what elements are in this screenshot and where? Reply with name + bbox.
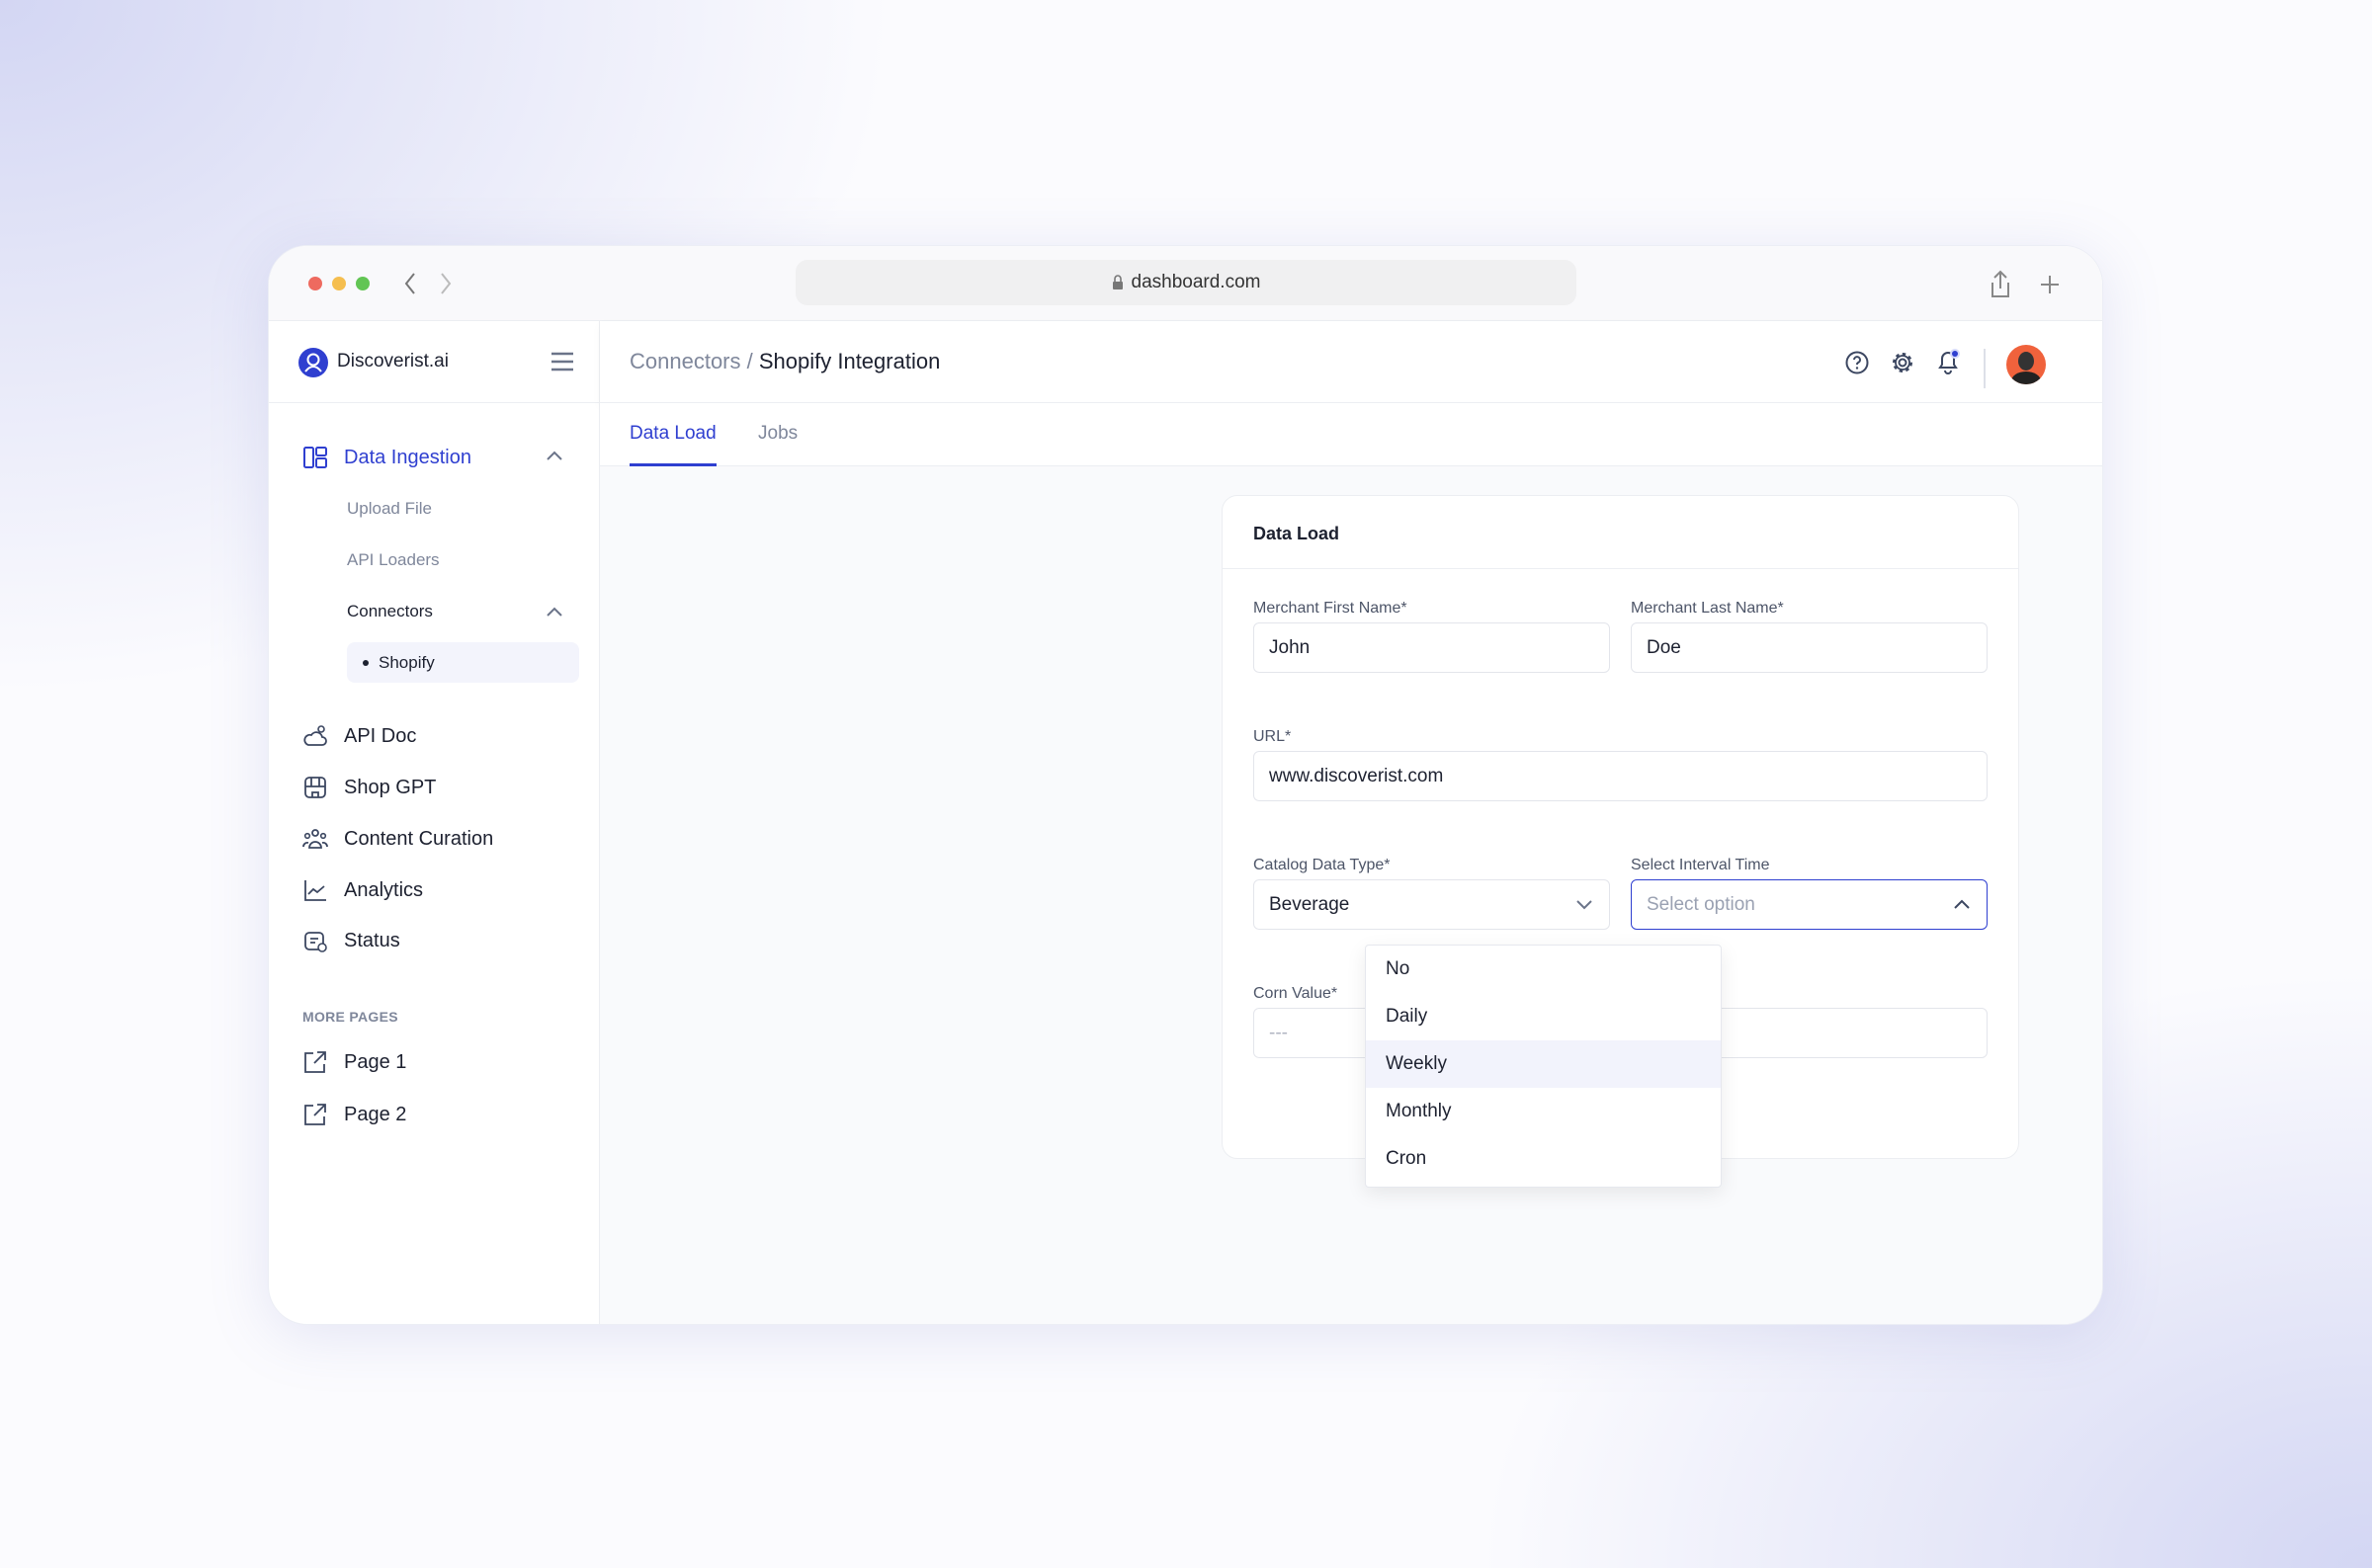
last-name-field[interactable]: Doe bbox=[1631, 622, 1988, 673]
first-name-field[interactable]: John bbox=[1253, 622, 1610, 673]
cloud-gear-icon bbox=[303, 725, 327, 746]
back-icon[interactable] bbox=[403, 272, 417, 295]
sidebar-item-label: API Doc bbox=[344, 724, 417, 747]
catalog-value: Beverage bbox=[1269, 893, 1350, 915]
url-text: dashboard.com bbox=[1131, 272, 1261, 292]
maximize-window-button[interactable] bbox=[356, 277, 370, 290]
sidebar-item-label: Shopify bbox=[379, 652, 435, 672]
sidebar: Discoverist.ai Data Ingestion Upload Fil… bbox=[269, 321, 600, 1324]
tab-data-load[interactable]: Data Load bbox=[630, 423, 717, 466]
option-weekly[interactable]: Weekly bbox=[1366, 1040, 1721, 1088]
option-cron[interactable]: Cron bbox=[1386, 1148, 1427, 1169]
sidebar-subitem-api-loaders[interactable]: API Loaders bbox=[347, 550, 440, 569]
chevron-up-icon bbox=[1954, 899, 1970, 909]
browser-titlebar: dashboard.com bbox=[269, 246, 2102, 321]
browser-window: dashboard.com Discoverist.ai Data Ingest… bbox=[268, 245, 2103, 1325]
share-icon[interactable] bbox=[1989, 270, 2012, 299]
sidebar-item-label: Analytics bbox=[344, 878, 424, 901]
sidebar-item-api-doc[interactable]: API Doc bbox=[269, 716, 600, 756]
option-daily[interactable]: Daily bbox=[1386, 1006, 1428, 1027]
option-no[interactable]: No bbox=[1386, 958, 1410, 979]
more-pages-heading: MORE PAGES bbox=[302, 1009, 398, 1025]
interval-select[interactable]: Select option bbox=[1631, 879, 1988, 930]
help-icon[interactable] bbox=[1844, 350, 1870, 375]
interval-placeholder: Select option bbox=[1647, 893, 1755, 915]
data-load-card: Data Load Merchant First Name* John Merc… bbox=[1222, 495, 2019, 1159]
new-tab-icon[interactable] bbox=[2039, 274, 2061, 295]
divider bbox=[1223, 568, 2018, 569]
sidebar-item-shop-gpt[interactable]: Shop GPT bbox=[269, 768, 600, 807]
sidebar-item-data-ingestion[interactable]: Data Ingestion bbox=[269, 438, 600, 477]
breadcrumb-parent[interactable]: Connectors / bbox=[630, 349, 753, 373]
sidebar-item-page-1[interactable]: Page 1 bbox=[269, 1042, 600, 1082]
tab-bar: Data Load Jobs bbox=[600, 403, 2102, 466]
close-window-button[interactable] bbox=[308, 277, 322, 290]
chevron-down-icon bbox=[1576, 900, 1592, 910]
chevron-up-icon[interactable] bbox=[546, 606, 563, 618]
first-name-label: Merchant First Name* bbox=[1253, 600, 1407, 617]
forward-icon[interactable] bbox=[439, 272, 453, 295]
logo-icon bbox=[298, 348, 328, 377]
top-header: Connectors / Shopify Integration bbox=[600, 321, 2102, 403]
sidebar-item-analytics[interactable]: Analytics bbox=[269, 870, 600, 910]
address-bar[interactable]: dashboard.com bbox=[796, 260, 1576, 305]
status-icon bbox=[304, 932, 327, 952]
avatar[interactable] bbox=[2006, 345, 2046, 384]
interval-dropdown-menu: No Daily Weekly Monthly Cron bbox=[1365, 945, 1722, 1188]
url-field[interactable]: www.discoverist.com bbox=[1253, 751, 1988, 801]
interval-label: Select Interval Time bbox=[1631, 857, 1770, 873]
option-monthly[interactable]: Monthly bbox=[1386, 1101, 1452, 1121]
external-link-icon bbox=[304, 1051, 326, 1073]
store-icon bbox=[304, 777, 326, 798]
bullet-icon bbox=[363, 659, 369, 666]
lock-icon bbox=[1112, 275, 1123, 289]
main-content: Data Load Jobs Data Load Merchant First … bbox=[600, 403, 2102, 1324]
gear-icon[interactable] bbox=[1890, 350, 1915, 375]
users-icon bbox=[302, 829, 328, 849]
sidebar-item-content-curation[interactable]: Content Curation bbox=[269, 819, 600, 859]
sidebar-item-label: Content Curation bbox=[344, 827, 494, 850]
sidebar-item-label: Status bbox=[344, 929, 400, 951]
sidebar-subitem-upload-file[interactable]: Upload File bbox=[347, 499, 432, 518]
chevron-up-icon[interactable] bbox=[546, 450, 563, 461]
catalog-label: Catalog Data Type* bbox=[1253, 857, 1391, 873]
breadcrumb-current: Shopify Integration bbox=[758, 349, 941, 373]
sidebar-item-label: Page 2 bbox=[344, 1103, 407, 1125]
external-link-icon bbox=[304, 1104, 326, 1125]
sidebar-subitem-connectors[interactable]: Connectors bbox=[347, 602, 433, 620]
sidebar-item-label: Page 1 bbox=[344, 1050, 407, 1073]
brand-name: Discoverist.ai bbox=[337, 351, 449, 371]
chart-line-icon bbox=[304, 880, 326, 901]
brand-bar: Discoverist.ai bbox=[269, 321, 600, 403]
sidebar-item-status[interactable]: Status bbox=[269, 921, 600, 960]
menu-icon[interactable] bbox=[551, 352, 574, 371]
sidebar-item-page-2[interactable]: Page 2 bbox=[269, 1095, 600, 1134]
url-label: URL* bbox=[1253, 728, 1292, 745]
card-title: Data Load bbox=[1253, 524, 1340, 543]
corn-value-label: Corn Value* bbox=[1253, 985, 1338, 1002]
catalog-select[interactable]: Beverage bbox=[1253, 879, 1610, 930]
bell-icon[interactable] bbox=[1935, 348, 1963, 375]
divider bbox=[1984, 349, 1986, 388]
sidebar-item-label: Shop GPT bbox=[344, 776, 437, 798]
tab-jobs[interactable]: Jobs bbox=[758, 423, 799, 444]
sidebar-item-shopify[interactable]: Shopify bbox=[347, 642, 579, 683]
breadcrumb: Connectors / Shopify Integration bbox=[630, 349, 940, 374]
minimize-window-button[interactable] bbox=[332, 277, 346, 290]
last-name-label: Merchant Last Name* bbox=[1631, 600, 1784, 617]
sidebar-item-label: Data Ingestion bbox=[344, 446, 471, 468]
layout-icon bbox=[303, 447, 327, 468]
